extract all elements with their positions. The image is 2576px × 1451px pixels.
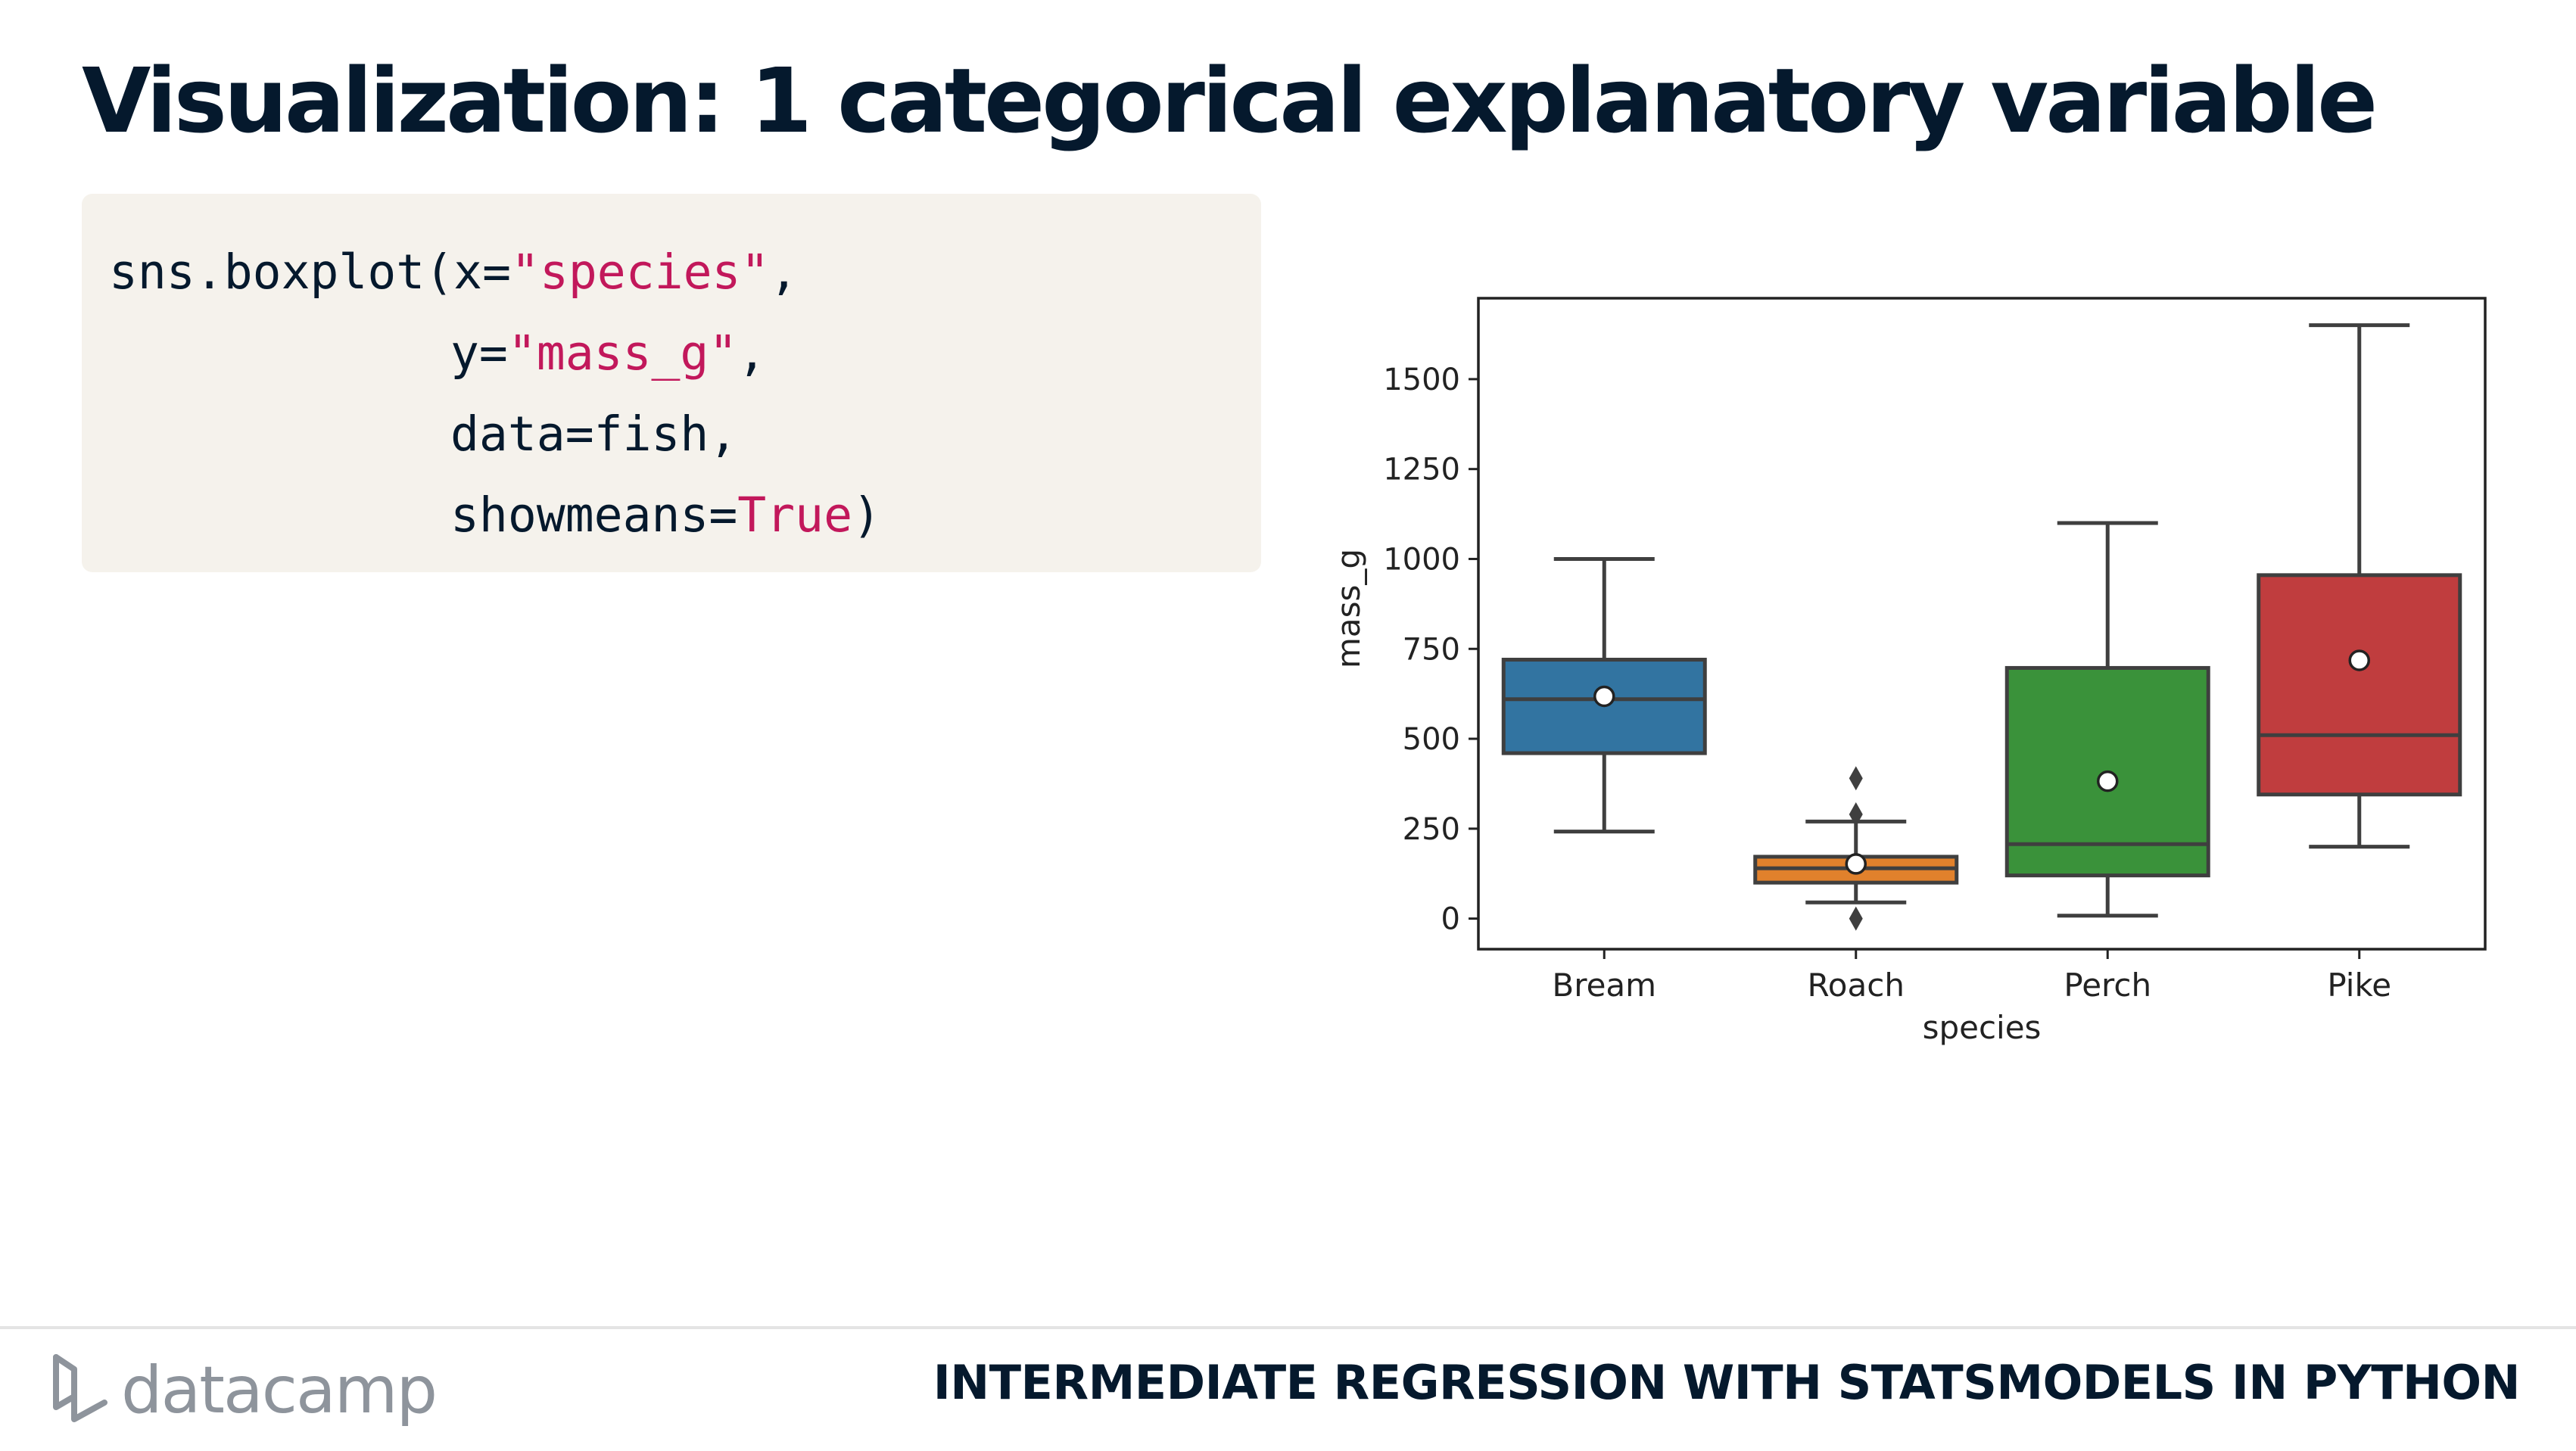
y-tick-label: 500 [1403,722,1460,757]
code-text: sns.boxplot(x= [109,244,512,300]
code-text: ) [852,487,881,543]
y-tick-label: 1500 [1383,363,1460,397]
code-text: showmeans= [450,487,738,543]
box-pike [2257,573,2462,797]
outlier-point [1849,802,1863,827]
code-keyword: True [737,487,853,543]
x-tick-label: Pike [2327,967,2391,1004]
outlier-point [1849,906,1863,931]
x-tick-label: Perch [2064,967,2151,1004]
code-block: sns.boxplot(x="species", y="mass_g", dat… [82,194,1261,572]
datacamp-logo-icon [53,1354,107,1422]
plot-frame [1477,297,2487,951]
brand-logo: datacamp [51,1349,438,1432]
mean-marker [2097,770,2119,792]
chart-svg: 0 250 500 750 1000 1250 1500 Bream Roach Perch Pik… [1330,297,2487,1046]
x-tick-label: Roach [1808,967,1905,1004]
course-title: INTERMEDIATE REGRESSION WITH STATSMODELS… [933,1355,2521,1410]
y-tick-label: 250 [1403,812,1460,847]
code-text: , [737,325,767,381]
code-line-1: sns.boxplot(x="species", [109,232,1234,313]
y-tick-label: 750 [1403,632,1460,667]
code-text: data=fish, [450,406,738,462]
code-line-2: y="mass_g", [109,313,1234,394]
code-text: , [769,244,799,300]
x-axis-label: species [1923,1009,2042,1046]
code-line-3: data=fish, [109,394,1234,475]
boxplot-chart: 0 250 500 750 1000 1250 1500 Bream Roach Perch Pik… [1317,280,2506,1060]
outlier-point [1849,766,1863,791]
mean-marker [1593,685,1615,708]
slide-title: Visualization: 1 categorical explanatory… [82,48,2378,153]
y-tick-label: 1000 [1383,542,1460,577]
brand-name: datacamp [121,1353,438,1428]
footer-divider [0,1326,2576,1329]
y-axis-label: mass_g [1330,549,1367,668]
code-string: "species" [511,244,770,300]
y-tick-label: 1250 [1383,453,1460,487]
x-tick-label: Bream [1552,967,1656,1004]
code-string: "mass_g" [507,325,738,381]
y-tick-label: 0 [1441,902,1460,937]
code-line-4: showmeans=True) [109,475,1234,556]
code-text: y= [450,325,508,381]
box-perch [2004,665,2210,878]
mean-marker [1845,853,1867,875]
mean-marker [2348,649,2370,671]
